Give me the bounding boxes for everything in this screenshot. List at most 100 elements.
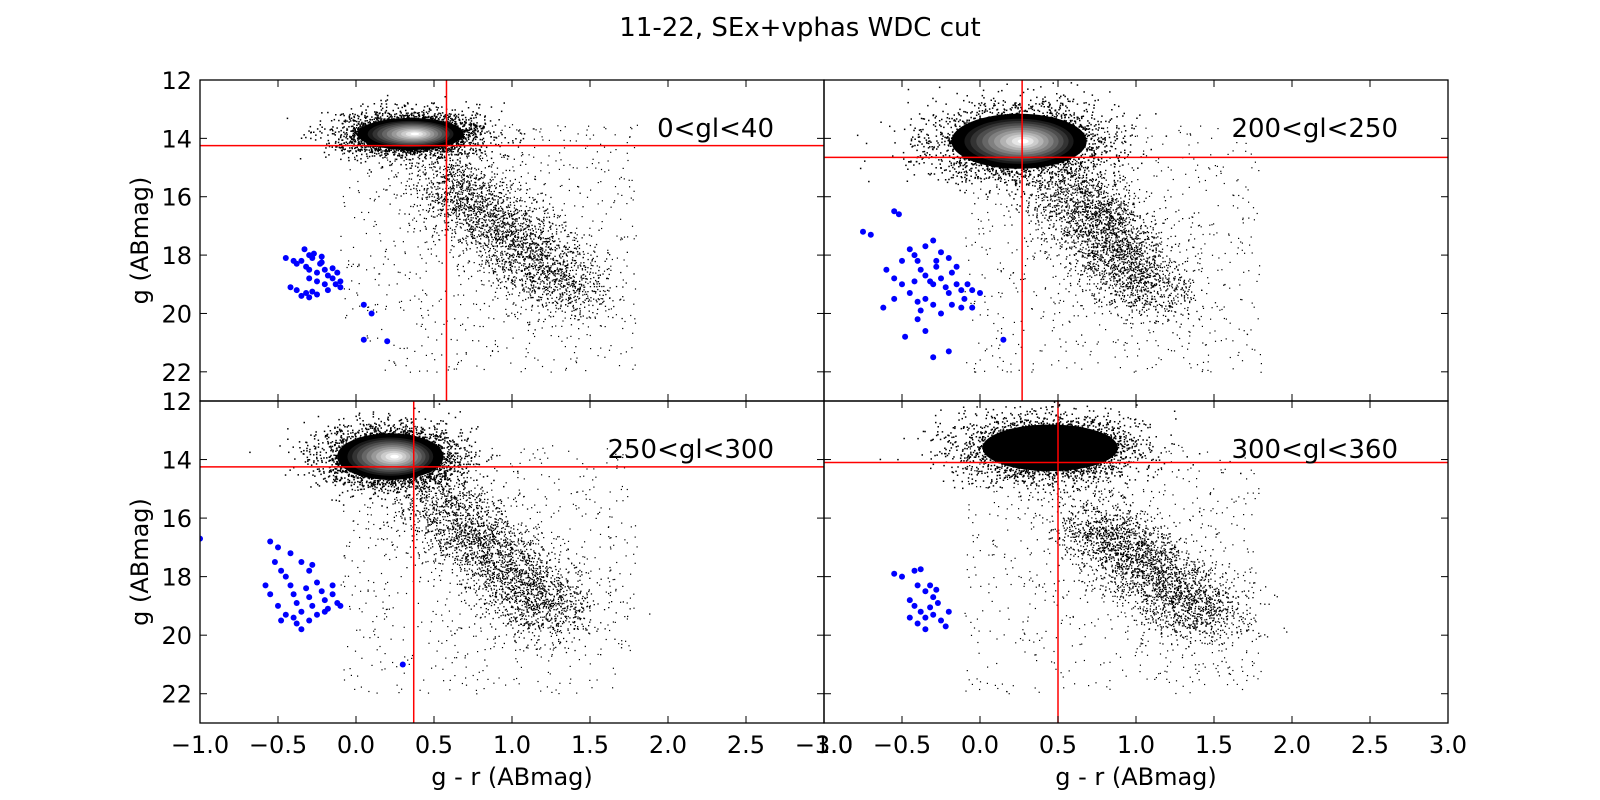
field-star-point (393, 193, 395, 195)
field-star-point (537, 359, 539, 361)
giant-branch-point (506, 298, 508, 300)
field-star-point (438, 300, 440, 302)
field-star-point (456, 353, 458, 355)
giant-branch-point (580, 283, 582, 285)
giant-branch-point (493, 223, 495, 225)
giant-branch-point (520, 205, 522, 207)
giant-branch-point (507, 291, 509, 293)
giant-branch-point (554, 240, 556, 242)
field-star-point (592, 158, 594, 160)
field-star-point (370, 255, 372, 257)
main-locus-point (357, 136, 359, 139)
giant-branch-point (486, 225, 488, 227)
giant-branch-point (431, 200, 433, 202)
giant-branch-point (442, 176, 444, 178)
giant-branch-point (555, 273, 557, 275)
giant-branch-point (447, 213, 449, 215)
giant-branch-point (500, 239, 502, 241)
giant-branch-point (519, 254, 521, 256)
giant-branch-point (435, 224, 437, 227)
giant-branch-point (487, 243, 490, 245)
field-star-point (494, 340, 496, 342)
main-locus-point (481, 139, 483, 141)
giant-branch-point (547, 237, 549, 240)
giant-branch-point (514, 226, 516, 228)
giant-branch-point (478, 206, 481, 208)
giant-branch-point (502, 226, 504, 228)
field-star-point (605, 128, 607, 130)
giant-branch-point (575, 247, 577, 249)
giant-branch-point (518, 244, 520, 246)
giant-branch-point (526, 267, 528, 269)
field-star-point (457, 294, 459, 296)
giant-branch-point (439, 157, 441, 159)
giant-branch-point (500, 216, 502, 218)
giant-branch-point (428, 196, 431, 198)
giant-branch-point (557, 283, 560, 285)
giant-branch-point (528, 215, 530, 217)
giant-branch-point (510, 245, 512, 248)
main-locus-point (340, 113, 343, 116)
giant-branch-point (411, 172, 413, 175)
main-locus-point (434, 118, 436, 120)
main-locus-point (375, 112, 377, 115)
field-star-point (614, 186, 617, 188)
giant-branch-point (498, 243, 501, 245)
field-star-point (519, 189, 521, 191)
giant-branch-point (584, 286, 586, 288)
giant-branch-point (546, 254, 548, 256)
giant-branch-point (586, 317, 588, 319)
main-locus-point (409, 159, 412, 161)
field-star-point (424, 241, 426, 244)
giant-branch-point (515, 259, 517, 261)
giant-branch-point (455, 173, 457, 175)
giant-branch-point (510, 261, 512, 264)
field-star-point (501, 129, 503, 131)
giant-branch-point (573, 252, 575, 254)
giant-branch-point (505, 235, 507, 238)
giant-branch-point (559, 256, 561, 258)
giant-branch-point (507, 234, 509, 236)
giant-branch-point (525, 227, 527, 229)
field-star-point (586, 129, 588, 131)
main-locus-point (426, 150, 428, 152)
giant-branch-point (537, 305, 539, 307)
giant-branch-point (572, 257, 574, 259)
giant-branch-point (491, 255, 493, 257)
giant-branch-point (529, 293, 531, 295)
field-star-point (473, 303, 475, 305)
giant-branch-point (574, 285, 577, 288)
main-locus-point (394, 150, 396, 152)
giant-branch-point (498, 218, 500, 220)
giant-branch-point (604, 260, 606, 262)
giant-branch-point (444, 222, 446, 224)
giant-branch-point (441, 262, 443, 264)
main-locus-point (422, 114, 425, 116)
field-star-point (547, 164, 549, 166)
field-star-point (559, 295, 561, 297)
giant-branch-point (456, 224, 458, 226)
giant-branch-point (499, 192, 501, 194)
giant-branch-point (487, 236, 490, 238)
giant-branch-point (444, 198, 446, 200)
giant-branch-point (479, 212, 481, 214)
giant-branch-point (511, 270, 513, 272)
giant-branch-point (496, 246, 498, 248)
giant-branch-point (507, 210, 509, 212)
giant-branch-point (508, 213, 510, 216)
giant-branch-point (469, 174, 471, 176)
field-star-point (543, 210, 545, 212)
giant-branch-point (451, 176, 454, 178)
giant-branch-point (444, 191, 446, 193)
giant-branch-point (507, 204, 510, 206)
giant-branch-point (497, 235, 499, 237)
giant-branch-point (521, 264, 523, 266)
giant-branch-point (532, 249, 534, 251)
giant-branch-point (485, 231, 488, 233)
giant-branch-point (577, 289, 579, 291)
giant-branch-point (566, 260, 568, 262)
giant-branch-point (554, 250, 557, 252)
field-star-point (374, 304, 376, 306)
giant-branch-point (546, 208, 549, 210)
main-locus-point (467, 138, 470, 141)
